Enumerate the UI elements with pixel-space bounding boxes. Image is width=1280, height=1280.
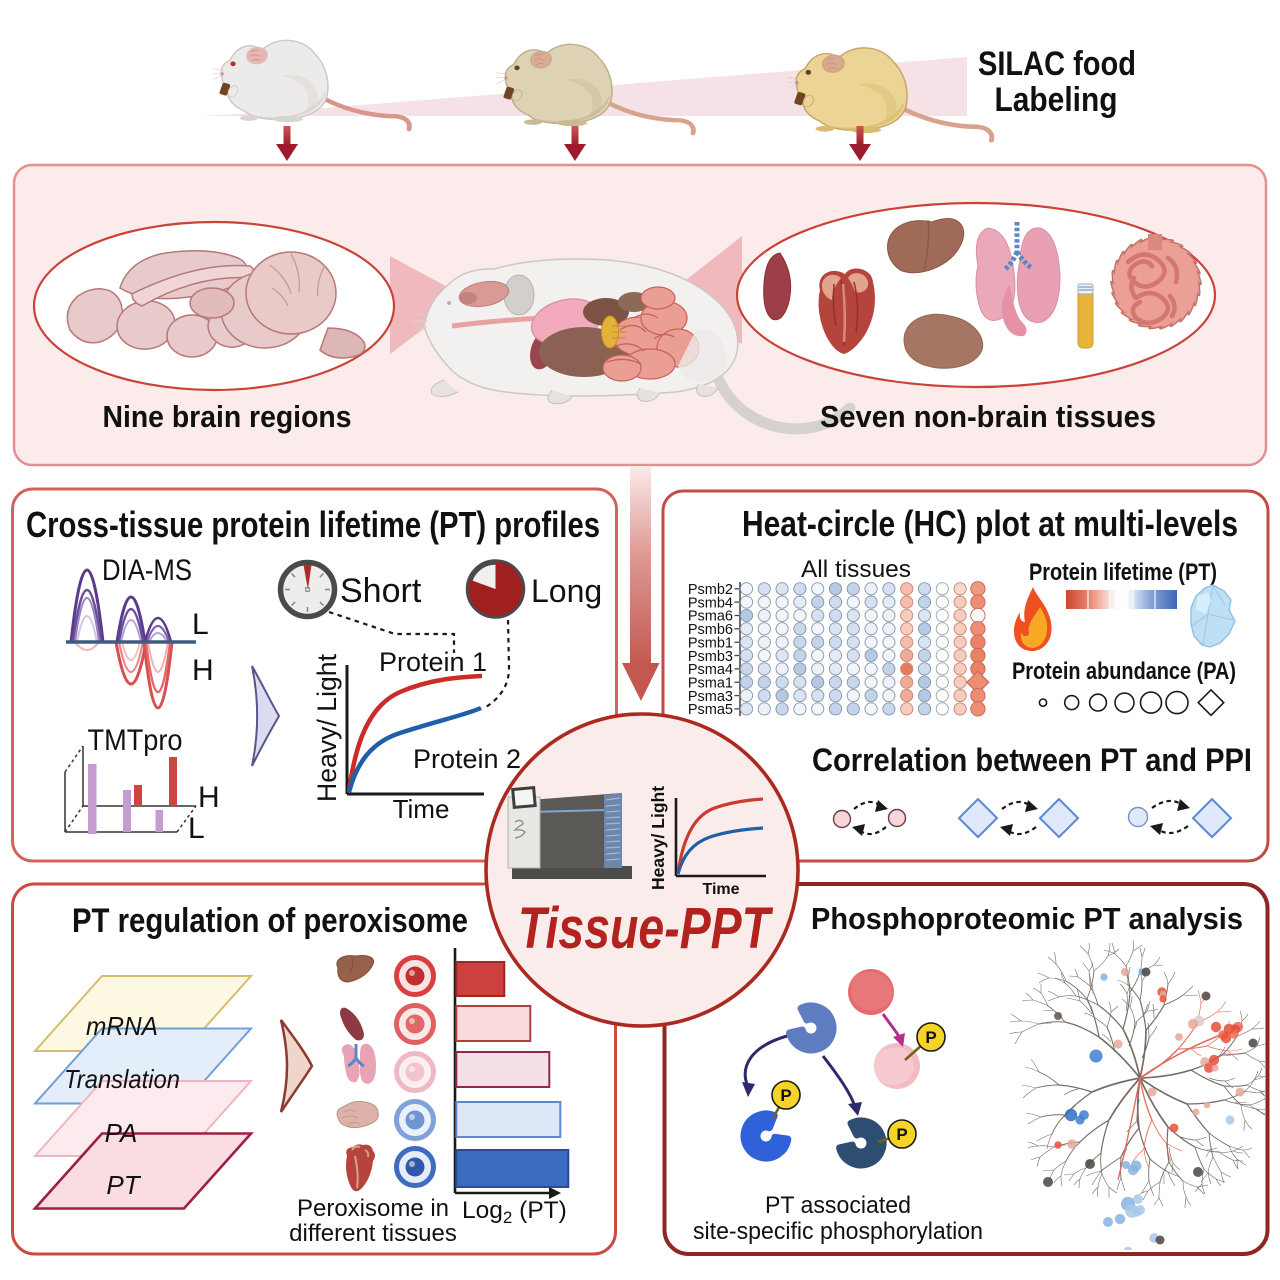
svg-text:Heavy/ Light: Heavy/ Light: [312, 654, 342, 802]
svg-text:Psmb6: Psmb6: [688, 622, 733, 638]
svg-text:All tissues: All tissues: [801, 556, 911, 583]
svg-text:Cross-tissue protein lifetime: Cross-tissue protein lifetime (PT) profi…: [26, 504, 600, 545]
svg-text:mRNA: mRNA: [86, 1011, 158, 1041]
svg-text:Peroxisome in: Peroxisome in: [297, 1195, 449, 1222]
svg-text:Psma1: Psma1: [688, 676, 733, 692]
svg-text:site-specific phosphorylation: site-specific phosphorylation: [693, 1218, 983, 1245]
svg-text:Heat-circle (HC) plot at multi: Heat-circle (HC) plot at multi-levels: [742, 503, 1238, 544]
svg-text:Psma6: Psma6: [688, 609, 733, 625]
svg-text:H: H: [198, 781, 220, 814]
svg-text:TMTpro: TMTpro: [88, 724, 183, 757]
svg-text:Psma4: Psma4: [688, 662, 733, 678]
svg-text:DIA-MS: DIA-MS: [102, 554, 192, 587]
svg-text:Time: Time: [702, 881, 739, 898]
svg-text:Correlation between PT and PPI: Correlation between PT and PPI: [812, 742, 1252, 778]
svg-text:Nine brain regions: Nine brain regions: [103, 399, 352, 434]
svg-text:Translation: Translation: [64, 1064, 180, 1094]
svg-text:Heavy/ Light: Heavy/ Light: [648, 786, 668, 890]
svg-text:Psma3: Psma3: [688, 689, 733, 705]
svg-text:H: H: [192, 654, 214, 687]
svg-text:Labeling: Labeling: [995, 81, 1118, 119]
svg-text:SILAC food: SILAC food: [978, 45, 1136, 83]
svg-text:Tissue-PPT: Tissue-PPT: [518, 896, 774, 961]
svg-text:Psmb3: Psmb3: [688, 649, 733, 665]
svg-text:Long: Long: [531, 573, 602, 609]
svg-text:Time: Time: [393, 794, 450, 824]
svg-text:Log2 (PT): Log2 (PT): [462, 1197, 567, 1227]
svg-text:PT: PT: [106, 1170, 141, 1200]
svg-text:L: L: [188, 812, 205, 845]
svg-text:PA: PA: [105, 1118, 138, 1148]
svg-text:Protein 1: Protein 1: [379, 647, 487, 677]
svg-text:L: L: [192, 608, 209, 641]
svg-text:Phosphoproteomic PT analysis: Phosphoproteomic PT analysis: [811, 901, 1243, 936]
svg-text:Protein 2: Protein 2: [413, 744, 521, 774]
svg-text:P: P: [780, 1086, 791, 1105]
svg-text:Short: Short: [340, 572, 422, 610]
svg-text:different tissues: different tissues: [289, 1220, 457, 1247]
svg-text:Seven non-brain tissues: Seven non-brain tissues: [820, 399, 1156, 434]
svg-text:Psma5: Psma5: [688, 702, 733, 718]
svg-text:P: P: [925, 1028, 936, 1047]
svg-text:Psmb4: Psmb4: [688, 595, 733, 611]
svg-text:Protein abundance (PA): Protein abundance (PA): [1012, 658, 1236, 685]
svg-text:P: P: [896, 1125, 907, 1144]
svg-text:Psmb2: Psmb2: [688, 582, 733, 598]
svg-text:Protein lifetime (PT): Protein lifetime (PT): [1029, 559, 1217, 586]
svg-text:Psmb1: Psmb1: [688, 635, 733, 651]
svg-text:PT associated: PT associated: [765, 1192, 911, 1219]
svg-text:PT regulation of peroxisome: PT regulation of peroxisome: [72, 902, 468, 940]
